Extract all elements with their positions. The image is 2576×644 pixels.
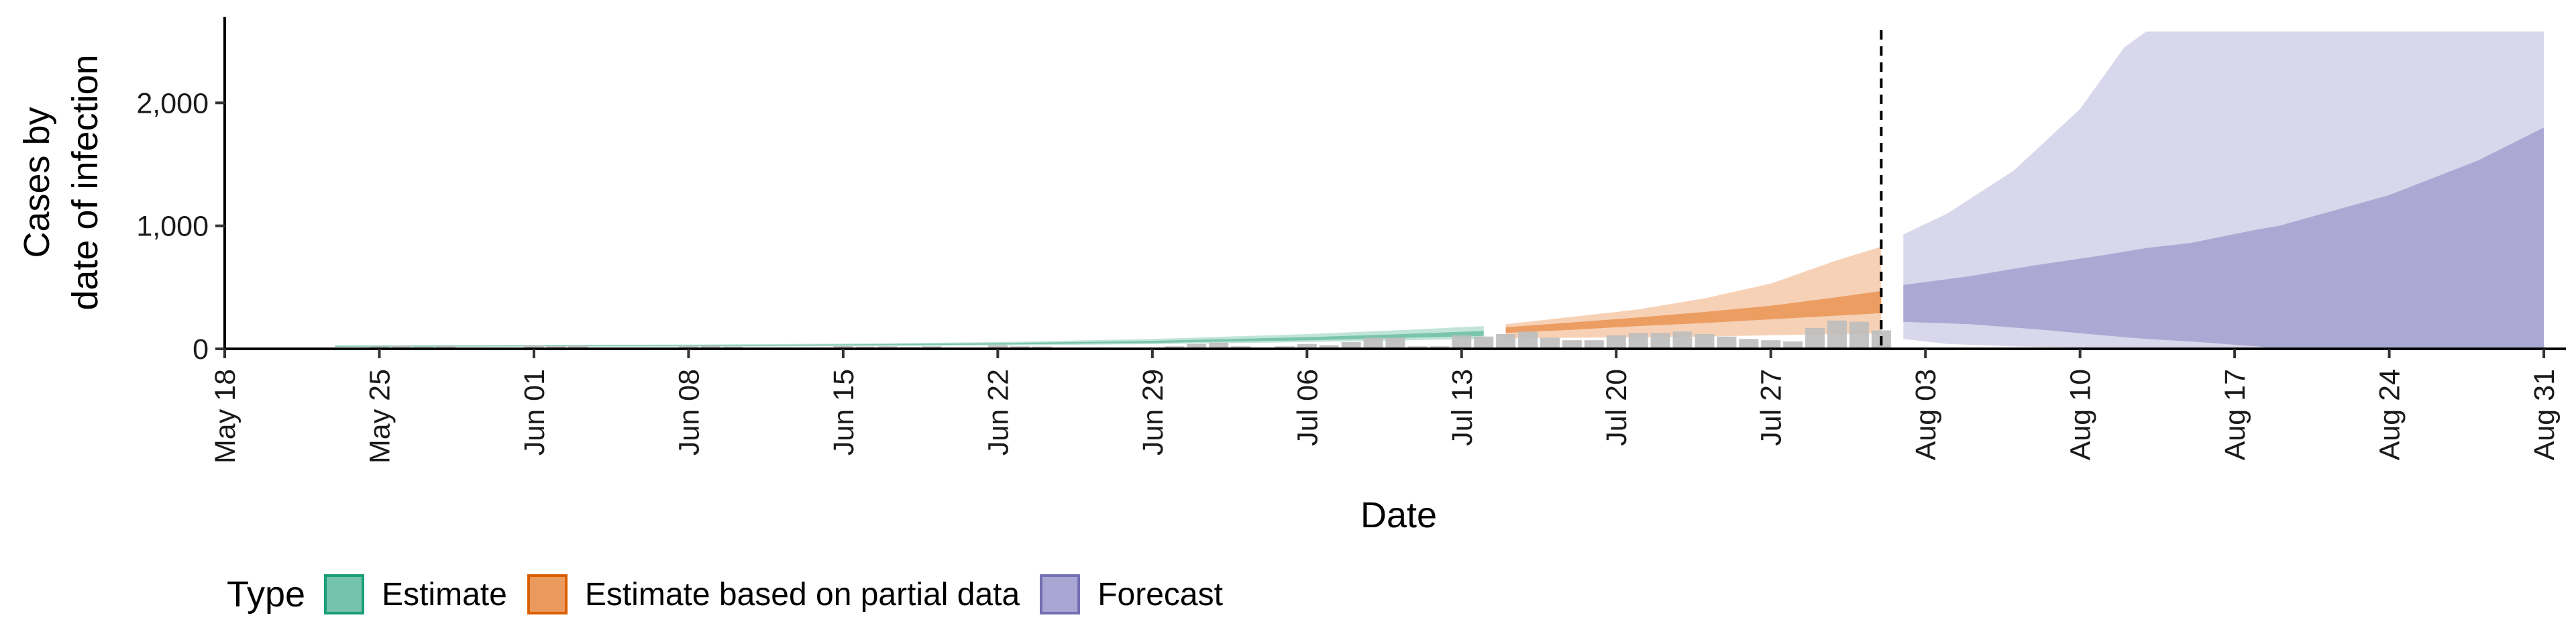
x-tick-label: Jul 27 — [1756, 369, 1788, 446]
y-tick-label: 2,000 — [136, 87, 209, 119]
x-tick-label: Aug 24 — [2374, 369, 2406, 460]
reported-case-bar — [700, 345, 720, 349]
legend-item-forecast: Forecast — [1040, 574, 1223, 614]
reported-case-bar — [1628, 333, 1648, 349]
reported-case-bar — [524, 345, 544, 349]
estimate-based-on-partial-data-inner-band — [1505, 290, 1882, 333]
reported-case-bar — [1540, 337, 1560, 349]
reported-case-bar — [1783, 341, 1803, 349]
x-tick-label: Aug 03 — [1910, 369, 1942, 460]
reported-case-bar — [1650, 333, 1670, 349]
x-tick-label: Jul 20 — [1601, 369, 1633, 446]
x-tick-label: Jul 13 — [1446, 369, 1479, 446]
reported-case-bar — [1209, 342, 1229, 349]
legend-key-forecast — [1040, 574, 1081, 614]
reported-case-bar — [1761, 340, 1781, 349]
x-tick-label: Jun 08 — [673, 369, 705, 455]
x-axis-title: Date — [1360, 495, 1437, 535]
legend-label-partial-estimate: Estimate based on partial data — [584, 576, 1020, 612]
x-tick-label: Jun 22 — [982, 369, 1014, 455]
x-tick-label: Aug 31 — [2528, 369, 2561, 460]
y-axis-title-line1: Cases by — [17, 107, 57, 258]
legend-label-estimate: Estimate — [382, 576, 507, 612]
reported-case-bar — [1518, 331, 1538, 349]
axes: 0 1,000 2,000 May 18 May 25 Jun 01 Jun 08 Jun 1… — [136, 17, 2566, 464]
reported-case-bar — [391, 345, 411, 349]
y-axis-title-line2: date of infection — [65, 54, 105, 310]
x-tick-label: Jun 01 — [519, 369, 551, 455]
reported-case-bar — [1584, 340, 1604, 349]
reported-case-bar — [1562, 340, 1582, 349]
reported-case-bar — [1849, 321, 1869, 349]
x-tick-label: Jul 06 — [1291, 369, 1324, 446]
reported-case-bar — [1695, 334, 1715, 349]
reported-case-bar — [1341, 341, 1361, 349]
legend-title: Type — [227, 574, 306, 614]
y-tick-label: 0 — [193, 333, 209, 366]
reported-case-bar — [1319, 345, 1339, 349]
x-tick-label: Jun 29 — [1137, 369, 1169, 455]
reported-case-bar — [987, 345, 1008, 349]
x-tick-label: Jun 15 — [828, 369, 860, 455]
series-bands — [335, 32, 2544, 349]
forecast-inner-band — [1903, 127, 2544, 349]
reported-case-bar — [1474, 336, 1494, 349]
x-tick-label: May 25 — [364, 369, 396, 464]
chart-plot: 0 1,000 2,000 May 18 May 25 Jun 01 Jun 08 Jun 1… — [17, 17, 2566, 535]
x-tick-label: May 18 — [209, 369, 241, 464]
reported-case-bar — [1297, 343, 1317, 349]
reported-case-bar — [1672, 331, 1693, 349]
legend-key-partial-estimate — [527, 574, 568, 614]
legend-item-estimate: Estimate — [324, 574, 507, 614]
reported-case-bar — [1739, 339, 1759, 349]
reported-case-bar — [1805, 327, 1825, 349]
reported-case-bar — [1363, 337, 1383, 349]
reported-case-bar — [1187, 343, 1207, 349]
legend: Type Estimate Estimate based on partial … — [227, 574, 1243, 615]
y-tick-label: 1,000 — [136, 211, 209, 243]
x-tick-label: Aug 10 — [2065, 369, 2097, 460]
reported-case-bar — [1606, 335, 1626, 349]
estimate-outer-band — [335, 326, 1484, 347]
legend-item-partial-estimate: Estimate based on partial data — [527, 574, 1020, 614]
legend-key-estimate — [324, 574, 365, 614]
estimate-inner-band — [335, 331, 1484, 347]
axis-titles: Date Cases by date of infection — [17, 54, 1437, 535]
reported-case-bar — [1452, 335, 1472, 349]
reported-case-bar — [1496, 334, 1516, 349]
reported-case-bar — [568, 345, 588, 349]
reported-case-bar — [1717, 336, 1737, 349]
reported-case-bar — [1827, 320, 1847, 349]
legend-label-forecast: Forecast — [1097, 576, 1223, 612]
reported-case-bar — [1385, 337, 1405, 349]
x-tick-label: Aug 17 — [2219, 369, 2251, 460]
